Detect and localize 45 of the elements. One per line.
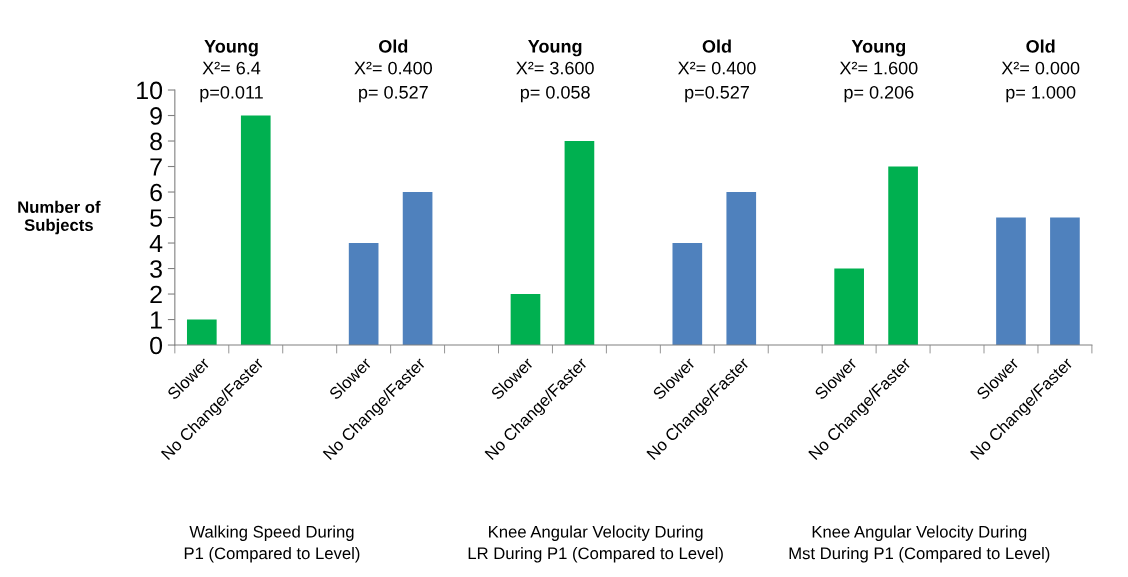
bar	[402, 192, 433, 346]
bar	[348, 243, 379, 346]
bar	[726, 192, 757, 346]
y-tick-label: 3	[150, 260, 162, 278]
text: X²= 0.000	[1001, 61, 1080, 75]
text: Walking Speed During P1 (Compared to Level)	[184, 525, 360, 563]
text: X²= 3.600	[516, 61, 594, 75]
bar	[510, 294, 541, 346]
y-tick-label: 7	[150, 158, 162, 176]
bar	[888, 166, 918, 346]
annotation: p= 0.206	[844, 85, 914, 103]
y-tick-label: 10	[137, 81, 163, 100]
annotation: p=0.011	[200, 85, 263, 103]
bar	[564, 141, 595, 346]
y-tick-label: 4	[149, 234, 163, 253]
text: Young	[851, 40, 906, 57]
y-axis-title: Number of Subjects	[18, 200, 101, 235]
y-tick-label: 8	[150, 132, 162, 151]
text: Young	[528, 40, 582, 57]
bar	[186, 319, 217, 346]
text: X²= 6.4	[202, 61, 261, 75]
annotation: p= 0.527	[359, 85, 428, 103]
annotation: p= 1.000	[1006, 85, 1076, 103]
text: Knee Angular Velocity During Mst During P1 (Compared to Level)	[789, 525, 1050, 563]
text: Old	[702, 39, 731, 53]
text: X²= 0.400	[678, 61, 756, 75]
text: X²= 0.400	[354, 61, 433, 75]
text: Old	[1026, 39, 1055, 53]
y-tick-label: 9	[150, 107, 162, 125]
bar	[1050, 217, 1080, 346]
y-tick-label: 5	[150, 209, 162, 227]
text: Old	[379, 39, 408, 53]
text: Knee Angular Velocity During LR During P1 (Compared to Level)	[468, 525, 723, 563]
text: X²= 1.600	[839, 61, 918, 75]
bar	[240, 115, 271, 346]
y-tick-label: 2	[150, 285, 162, 304]
annotation: p=0.527	[685, 85, 749, 103]
y-tick-label: 1	[151, 311, 162, 329]
y-tick-label: 0	[150, 336, 163, 355]
bar	[672, 243, 703, 346]
bar	[834, 268, 864, 346]
annotation: p= 0.058	[520, 85, 590, 103]
text: Young	[204, 40, 258, 57]
y-tick-label: 6	[150, 183, 162, 202]
bar	[996, 217, 1026, 346]
